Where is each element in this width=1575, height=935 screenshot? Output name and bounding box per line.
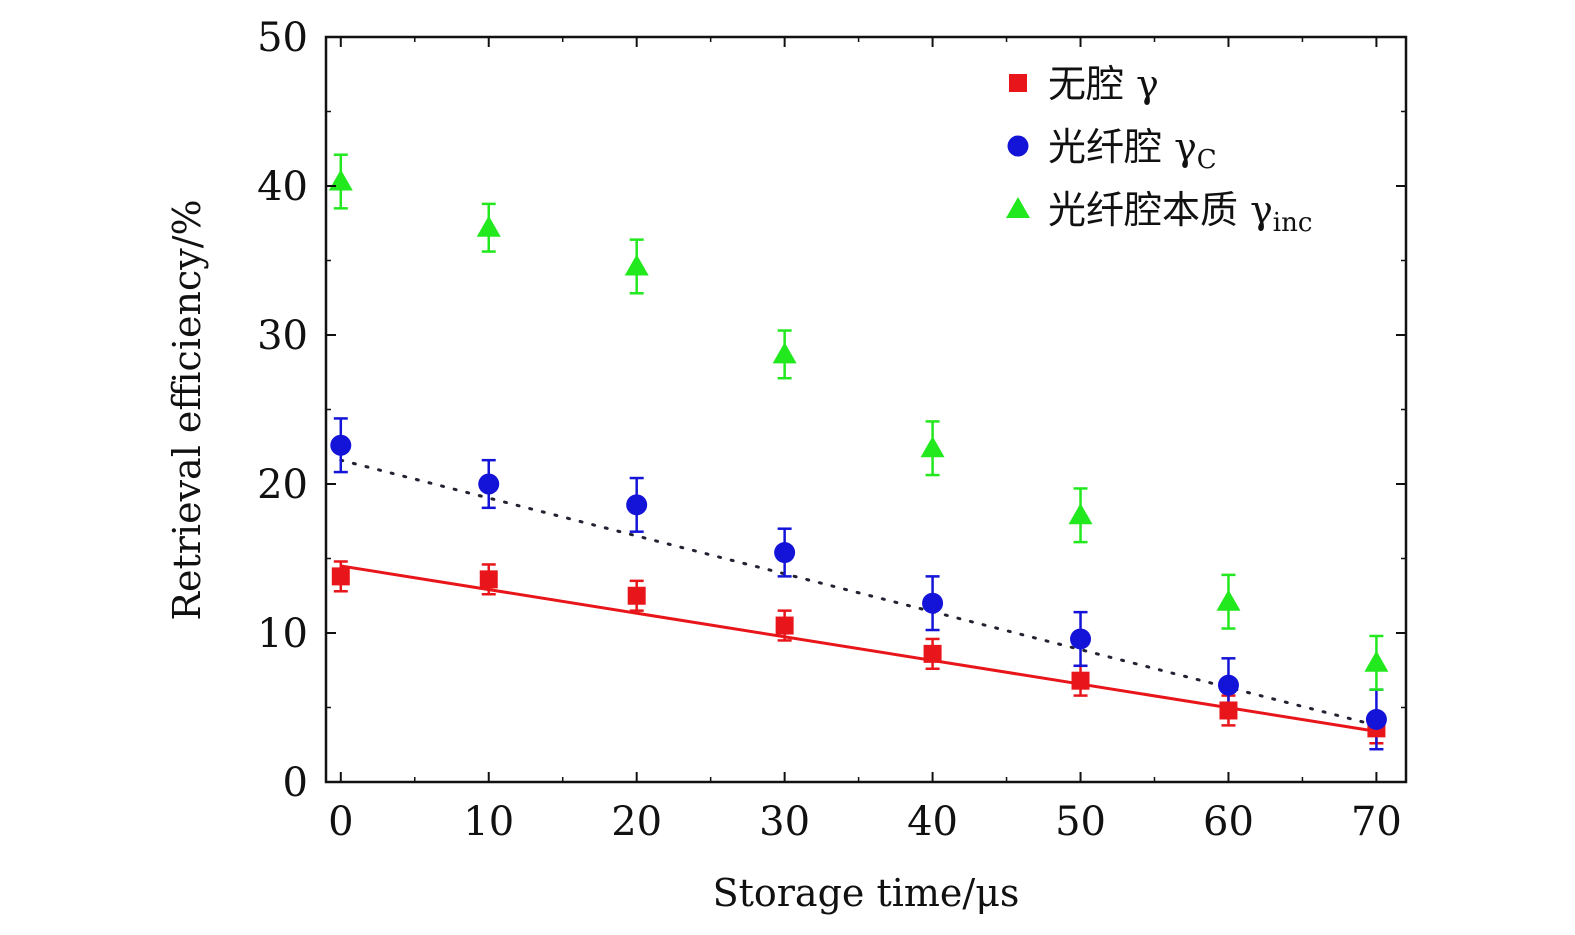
legend-marker-series-0: [1009, 74, 1027, 92]
data-point-series-0: [923, 644, 942, 663]
x-tick-label: 10: [463, 799, 514, 845]
data-point-series-1: [478, 473, 500, 495]
data-point-series-1: [922, 592, 944, 614]
fit-line-series-0: [340, 564, 1377, 733]
fit-line-series-1: [339, 458, 1378, 727]
data-point-series-0: [627, 586, 646, 605]
legend-label-series-2: 光纤腔本质 γinc: [1048, 188, 1312, 238]
x-axis-label: Storage time/μs: [713, 871, 1020, 915]
data-point-series-1: [1217, 674, 1239, 696]
x-tick-label: 70: [1351, 799, 1402, 845]
data-point-series-1: [1365, 708, 1387, 730]
x-tick-label: 20: [611, 799, 662, 845]
x-tick-label: 0: [328, 799, 353, 845]
data-point-series-2: [1216, 589, 1241, 611]
x-tick-label: 60: [1203, 799, 1254, 845]
y-axis-label: Retrieval efficiency/%: [165, 199, 209, 620]
plot-frame: [324, 35, 1408, 784]
data-point-series-2: [476, 215, 501, 237]
legend-label-series-1: 光纤腔 γC: [1048, 125, 1217, 175]
data-point-series-0: [775, 616, 794, 635]
data-point-series-0: [331, 567, 350, 586]
data-point-series-2: [1364, 650, 1389, 672]
x-tick-label: 50: [1055, 799, 1106, 845]
data-point-series-1: [626, 494, 648, 516]
error-bars: [333, 153, 1384, 751]
y-tick-label: 10: [257, 611, 308, 657]
y-tick-label: 50: [257, 15, 308, 61]
data-point-series-1: [774, 542, 796, 564]
x-tick-label: 30: [759, 799, 810, 845]
y-tick-label: 0: [283, 760, 308, 806]
data-point-series-2: [920, 436, 945, 458]
legend-label-series-0: 无腔 γ: [1048, 62, 1159, 106]
data-point-series-0: [1071, 671, 1090, 690]
data-point-series-2: [624, 254, 649, 276]
legend-subscript: inc: [1273, 208, 1313, 238]
legend-subscript: C: [1197, 145, 1217, 175]
data-point-series-1: [330, 434, 352, 456]
data-points: [328, 169, 1389, 738]
data-point-series-2: [1068, 503, 1093, 525]
data-point-series-2: [328, 169, 353, 191]
data-point-series-1: [1070, 628, 1092, 650]
data-point-series-0: [479, 570, 498, 589]
x-tick-label: 40: [907, 799, 958, 845]
y-tick-label: 40: [257, 164, 308, 210]
data-point-series-2: [772, 342, 797, 364]
axis-ticks: 0 10 20 30 40 50 60 70 0 10 20 30 40 50: [257, 15, 1406, 845]
legend: 无腔 γ 光纤腔 γC 光纤腔本质 γinc: [1006, 62, 1312, 238]
legend-marker-series-1: [1007, 135, 1029, 157]
y-tick-label: 30: [257, 313, 308, 359]
legend-marker-series-2: [1006, 197, 1030, 218]
fit-lines: [339, 458, 1378, 733]
data-point-series-0: [1219, 701, 1238, 720]
y-tick-label: 20: [257, 462, 308, 508]
